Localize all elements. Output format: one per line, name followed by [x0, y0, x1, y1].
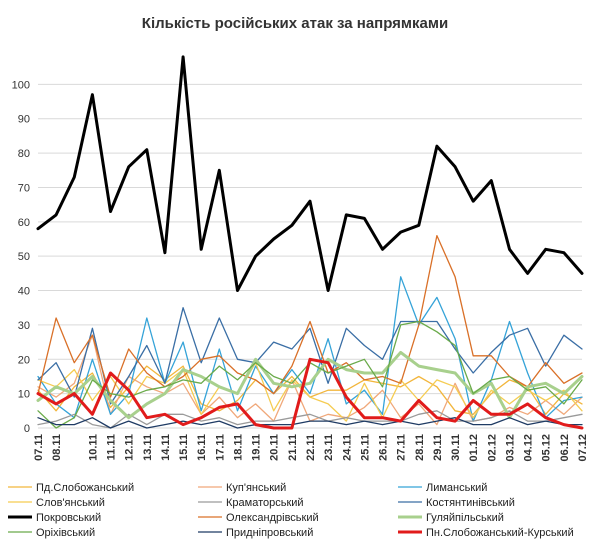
y-tick-label: 90	[18, 114, 30, 126]
series-line-9	[36, 350, 584, 420]
y-tick-label: 80	[18, 148, 30, 160]
legend-label: Олександрівський	[226, 512, 319, 524]
x-tick-label: 05.12	[541, 434, 553, 462]
x-tick-label: 08.11	[51, 434, 63, 461]
x-tick-label: 13.11	[142, 434, 154, 461]
x-tick-label: 19.11	[251, 434, 263, 461]
x-tick-label: 03.12	[504, 434, 516, 462]
y-tick-label: 20	[18, 354, 30, 366]
chart-title: Кількість російських атак за напрямками	[142, 15, 448, 32]
legend-label: Придніпровський	[226, 527, 313, 539]
x-tick-label: 07.12	[577, 434, 589, 462]
y-tick-label: 0	[24, 423, 30, 435]
x-tick-label: 28.11	[414, 434, 426, 461]
x-tick-label: 25.11	[359, 434, 371, 461]
legend-label: Слов'янський	[36, 497, 105, 509]
x-tick-label: 04.12	[523, 434, 535, 462]
y-tick-label: 10	[18, 389, 30, 401]
x-tick-label: 23.11	[323, 434, 335, 461]
x-tick-label: 29.11	[432, 434, 444, 461]
legend-label: Куп'янський	[226, 482, 286, 494]
legend-label: Пн.Слобожанський-Курський	[426, 527, 574, 539]
series-line-6	[37, 307, 583, 405]
x-tick-label: 16.11	[196, 434, 208, 461]
x-tick-label: 01.12	[468, 434, 480, 462]
series-line-7	[36, 55, 584, 292]
series-line-11	[37, 417, 583, 429]
legend-label: Костянтинівський	[426, 497, 515, 509]
x-tick-label: 20.11	[269, 434, 281, 461]
legend-label: Лиманський	[426, 482, 487, 494]
y-tick-label: 60	[18, 217, 30, 229]
legend-label: Пд.Слобожанський	[36, 482, 134, 494]
x-tick-label: 22.11	[305, 434, 317, 461]
x-tick-label: 18.11	[232, 434, 244, 461]
x-axis-tick-labels: 07.11 08.11 10.11 11.11 12.11 13.11 14.11 15.11…	[33, 434, 589, 462]
x-tick-label: 06.12	[559, 434, 571, 462]
y-axis-tick-labels: 0 10 20 30 40 50 60 70 80 90 100	[12, 79, 30, 435]
x-tick-label: 17.11	[214, 434, 226, 461]
series-line-5	[37, 410, 583, 429]
x-tick-label: 26.11	[378, 434, 390, 461]
series-lines	[36, 55, 584, 430]
legend-label: Покровський	[36, 512, 101, 524]
x-tick-label: 14.11	[160, 434, 172, 461]
x-tick-label: 27.11	[396, 434, 408, 461]
x-tick-label: 10.11	[87, 434, 99, 461]
x-tick-label: 24.11	[341, 434, 353, 461]
x-tick-label: 15.11	[178, 434, 190, 461]
y-tick-label: 100	[12, 79, 30, 91]
x-tick-label: 12.11	[124, 434, 136, 461]
y-tick-label: 70	[18, 182, 30, 194]
x-tick-label: 02.12	[486, 434, 498, 462]
x-tick-label: 21.11	[287, 434, 299, 461]
series-line-12	[36, 357, 584, 430]
y-tick-label: 40	[18, 286, 30, 298]
series-line-4	[37, 362, 583, 422]
legend-label: Оріхівський	[36, 527, 95, 539]
legend-label: Краматорський	[226, 497, 304, 509]
series-line-8	[37, 234, 583, 398]
x-tick-label: 11.11	[106, 434, 118, 460]
x-tick-label: 07.11	[33, 434, 45, 461]
y-tick-label: 50	[18, 251, 30, 263]
legend: Пд.Слобожанський Куп'янський Лиманський Сло…	[8, 482, 574, 539]
gridlines	[38, 83, 582, 429]
y-tick-label: 30	[18, 320, 30, 332]
x-tick-label: 30.11	[450, 434, 462, 461]
legend-label: Гуляйпільський	[426, 512, 504, 524]
